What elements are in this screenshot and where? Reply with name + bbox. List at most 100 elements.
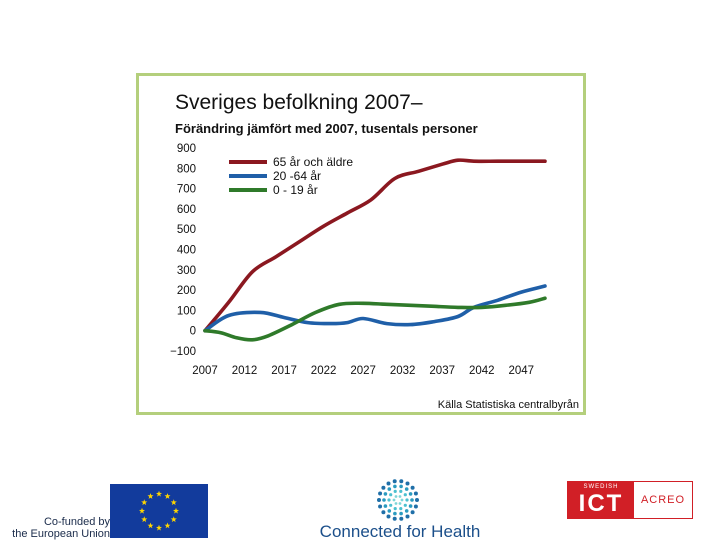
logo-dot [394, 502, 398, 505]
eu-text-line2: the European Union [12, 528, 110, 540]
eu-star [156, 524, 162, 531]
y-axis: 900 800 700 600 500 400 300 200 100 0 −100 [170, 143, 196, 358]
x-tick-label: 2037 [429, 365, 455, 377]
eu-star [139, 507, 145, 514]
ict-big-text: ICT [578, 490, 624, 517]
eu-star [141, 499, 148, 506]
eu-cofunded-text: Co-funded by the European Union [2, 516, 110, 540]
x-tick-label: 2047 [508, 365, 534, 377]
logo-dot [410, 510, 415, 515]
eu-stars-icon [139, 490, 179, 531]
logo-dot [408, 492, 413, 496]
x-axis: 2007 2012 2017 2022 2027 2032 2037 2042 2047 [192, 365, 534, 377]
y-tick-label: 100 [177, 305, 196, 317]
series-line-3 [203, 296, 547, 342]
x-tick-label: 2012 [232, 365, 258, 377]
logo-dot [404, 509, 409, 513]
eu-text-line1: Co-funded by [43, 516, 110, 528]
logo-dot [387, 509, 392, 513]
logo-dot [381, 510, 386, 515]
logo-dot [410, 498, 414, 502]
legend-label-2: 20 -64 år [273, 169, 321, 183]
logo-dot [387, 487, 392, 491]
eu-star [170, 499, 177, 506]
logo-dot [389, 503, 393, 507]
logo-dot [386, 514, 391, 519]
series-line-1 [203, 158, 547, 333]
y-tick-label: 900 [177, 143, 196, 155]
logo-dot [392, 479, 397, 484]
y-tick-label: 800 [177, 163, 196, 175]
logo-dot [398, 502, 402, 505]
x-tick-label: 2027 [350, 365, 376, 377]
eu-star [170, 516, 177, 523]
eu-flag-icon [110, 484, 208, 538]
logo-dot [408, 504, 413, 508]
eu-star [147, 493, 154, 499]
logo-dot [392, 516, 397, 521]
acreo-text: ACREO [640, 494, 686, 506]
legend-label-3: 0 - 19 år [273, 183, 318, 197]
y-tick-label: 400 [177, 245, 196, 257]
eu-star [164, 493, 171, 499]
connected-for-health-logo: Connected for Health [318, 478, 482, 541]
eu-star [141, 516, 148, 523]
logo-dot [404, 487, 409, 491]
logo-dot [383, 492, 388, 496]
logo-dot [403, 503, 407, 507]
dotted-circle-icon [377, 479, 419, 521]
logo-dot [398, 495, 402, 498]
logo-dot [393, 507, 397, 511]
logo-dot [405, 514, 410, 519]
x-tick-label: 2017 [271, 365, 297, 377]
logo-dot [399, 484, 403, 489]
logo-dot [378, 491, 383, 496]
x-tick-label: 2032 [390, 365, 416, 377]
y-tick-label: 200 [177, 285, 196, 297]
x-tick-label: 2042 [469, 365, 495, 377]
logo-dot [413, 504, 418, 509]
cfh-text: Connected for Health [319, 522, 481, 541]
logo-dot [405, 498, 409, 502]
logo-dot [378, 504, 383, 509]
ict-small-text: SWEDISH [583, 484, 619, 490]
y-tick-label: 0 [190, 326, 196, 338]
x-tick-label: 2022 [311, 365, 337, 377]
swedish-ict-block: SWEDISH ICT [568, 482, 634, 518]
logo-dot [383, 504, 388, 508]
legend-label-1: 65 år och äldre [273, 155, 353, 169]
chart-title: Sveriges befolkning 2007– [175, 91, 423, 114]
y-tick-label: 600 [177, 204, 196, 216]
logo-dot [415, 498, 419, 502]
x-tick-label: 2007 [192, 365, 218, 377]
y-tick-label: 500 [177, 224, 196, 236]
logo-dot [389, 493, 393, 497]
logo-dot [386, 481, 391, 486]
series-line-2 [203, 284, 547, 333]
logo-dot [393, 489, 397, 493]
logo-dot [410, 485, 415, 490]
eu-star [147, 522, 154, 529]
logo-dot [413, 491, 418, 496]
eu-logo: Co-funded by the European Union [2, 484, 208, 540]
population-chart: Sveriges befolkning 2007– Förändring jäm… [170, 91, 579, 411]
swedish-ict-acreo-logo: SWEDISH ICT ACREO [567, 481, 693, 519]
source-note: Källa Statistiska centralbyrån [438, 399, 579, 411]
eu-star [164, 522, 171, 529]
logo-dot [377, 498, 381, 502]
chart-subtitle: Förändring jämfört med 2007, tusentals p… [175, 121, 478, 136]
logo-dot [403, 493, 407, 497]
logo-dot [387, 498, 391, 502]
logo-dot [399, 511, 403, 516]
logo-dot [392, 498, 396, 502]
y-tick-label: 700 [177, 184, 196, 196]
logo-dot [381, 485, 386, 490]
eu-star [173, 507, 179, 514]
y-tick-label: −100 [170, 346, 196, 358]
series-group [203, 158, 547, 342]
logo-dot [399, 507, 403, 511]
logo-dot [400, 498, 404, 502]
eu-star [156, 490, 162, 497]
logo-dot [382, 498, 386, 502]
